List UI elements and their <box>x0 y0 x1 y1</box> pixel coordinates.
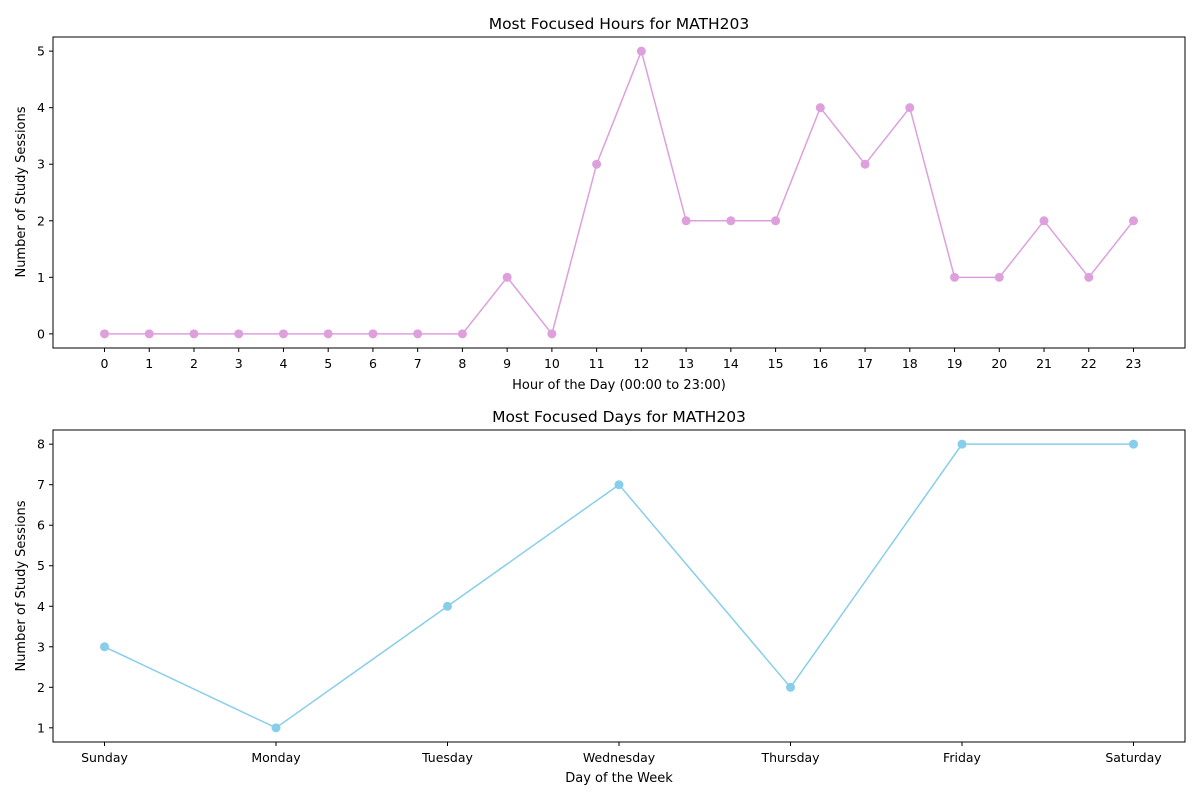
days-data-point <box>957 439 967 449</box>
hours-data-point <box>681 216 691 226</box>
hours-data-point <box>1129 216 1138 226</box>
days-plot-area <box>52 429 1186 743</box>
hours-y-tick-label: 4 <box>37 100 45 115</box>
days-y-tick-label: 6 <box>37 518 45 533</box>
hours-data-point <box>771 216 781 226</box>
hours-data-point <box>547 329 557 339</box>
hours-x-tick-label: 9 <box>503 356 511 371</box>
hours-x-tick-label: 1 <box>145 356 153 371</box>
hours-data-point <box>368 329 378 339</box>
hours-x-tick-label: 3 <box>235 356 243 371</box>
days-y-tick-label: 3 <box>37 639 45 654</box>
hours-x-tick-label: 18 <box>902 356 918 371</box>
days-x-tick-label: Wednesday <box>583 750 656 765</box>
hours-y-tick-label: 5 <box>37 44 45 59</box>
days-data-point <box>271 723 281 733</box>
hours-data-point <box>323 329 333 339</box>
days-data-point <box>100 642 109 652</box>
hours-x-tick-label: 20 <box>991 356 1007 371</box>
days-y-tick-label: 4 <box>37 599 45 614</box>
hours-y-axis-label: Number of Study Sessions <box>14 106 29 277</box>
hours-x-tick-label: 19 <box>947 356 963 371</box>
days-chart: Most Focused Days for MATH203 1 2 3 4 5 6 7 8 S… <box>14 408 1186 786</box>
hours-data-point <box>860 159 870 169</box>
hours-x-tick-label: 2 <box>190 356 198 371</box>
days-data-point <box>786 682 795 692</box>
hours-series-line <box>104 48 1135 336</box>
days-data-point <box>443 601 452 611</box>
hours-data-point <box>144 329 154 339</box>
hours-y-tick-label: 0 <box>37 326 45 341</box>
days-data-point <box>614 480 624 490</box>
days-y-tick-label: 2 <box>37 680 45 695</box>
hours-x-tick-label: 7 <box>414 356 422 371</box>
hours-data-point <box>1084 272 1094 282</box>
hours-x-tick-label: 5 <box>324 356 332 371</box>
days-x-tick-label: Friday <box>943 750 981 765</box>
hours-plot-area <box>52 36 1186 349</box>
hours-x-tick-label: 8 <box>458 356 466 371</box>
hours-x-tick-label: 4 <box>279 356 287 371</box>
hours-x-tick-label: 11 <box>589 356 605 371</box>
hours-data-point <box>1039 216 1049 226</box>
days-x-tick-label: Tuesday <box>421 750 473 765</box>
hours-y-axis: 0 1 2 3 4 5 <box>37 44 53 341</box>
days-y-axis-label: Number of Study Sessions <box>14 500 29 671</box>
hours-y-tick-label: 2 <box>37 213 45 228</box>
hours-x-tick-label: 17 <box>857 356 873 371</box>
hours-data-point <box>636 46 646 56</box>
hours-x-tick-label: 14 <box>723 356 739 371</box>
days-x-tick-label: Saturday <box>1105 750 1162 765</box>
hours-y-tick-label: 3 <box>37 157 45 172</box>
hours-data-point <box>950 272 960 282</box>
hours-x-tick-label: 22 <box>1081 356 1097 371</box>
days-x-tick-label: Monday <box>251 750 301 765</box>
days-x-tick-label: Thursday <box>760 750 820 765</box>
days-x-tick-label: Sunday <box>81 750 128 765</box>
hours-data-point <box>278 329 288 339</box>
days-x-axis: Sunday Monday Tuesday Wednesday Thursday Frid… <box>81 742 1162 765</box>
hours-data-point <box>457 329 467 339</box>
hours-data-point <box>726 216 736 226</box>
days-y-tick-label: 1 <box>37 720 45 735</box>
hours-x-tick-label: 13 <box>678 356 694 371</box>
hours-data-point <box>189 329 199 339</box>
hours-x-tick-label: 6 <box>369 356 377 371</box>
hours-data-point <box>413 329 423 339</box>
hours-x-tick-label: 10 <box>544 356 560 371</box>
days-x-axis-label: Day of the Week <box>565 771 673 786</box>
days-series-points <box>100 439 1138 733</box>
hours-x-tick-label: 15 <box>768 356 784 371</box>
days-y-tick-label: 5 <box>37 558 45 573</box>
hours-data-point <box>502 272 512 282</box>
hours-data-point <box>815 103 825 113</box>
days-y-tick-label: 7 <box>37 477 45 492</box>
hours-x-tick-label: 12 <box>633 356 649 371</box>
days-y-axis: 1 2 3 4 5 6 7 8 <box>37 437 53 735</box>
days-data-point <box>1129 439 1138 449</box>
hours-data-point <box>994 272 1004 282</box>
days-y-tick-label: 8 <box>37 437 45 452</box>
hours-data-point <box>234 329 244 339</box>
hours-x-axis-label: Hour of the Day (00:00 to 23:00) <box>512 378 726 393</box>
hours-data-point <box>592 159 602 169</box>
hours-data-point <box>100 329 109 339</box>
hours-y-tick-label: 1 <box>37 270 45 285</box>
hours-x-tick-label: 23 <box>1126 356 1142 371</box>
hours-x-tick-label: 21 <box>1036 356 1052 371</box>
hours-series-points <box>100 46 1138 339</box>
hours-data-point <box>905 103 915 113</box>
hours-x-axis: 0 1 2 3 4 5 6 7 8 9 10 11 12 13 14 15 16 17 18 19 20 21 22 23 <box>101 348 1142 371</box>
hours-x-tick-label: 16 <box>812 356 828 371</box>
days-chart-title: Most Focused Days for MATH203 <box>492 408 746 426</box>
hours-x-tick-label: 0 <box>101 356 109 371</box>
hours-chart-title: Most Focused Hours for MATH203 <box>489 15 750 33</box>
